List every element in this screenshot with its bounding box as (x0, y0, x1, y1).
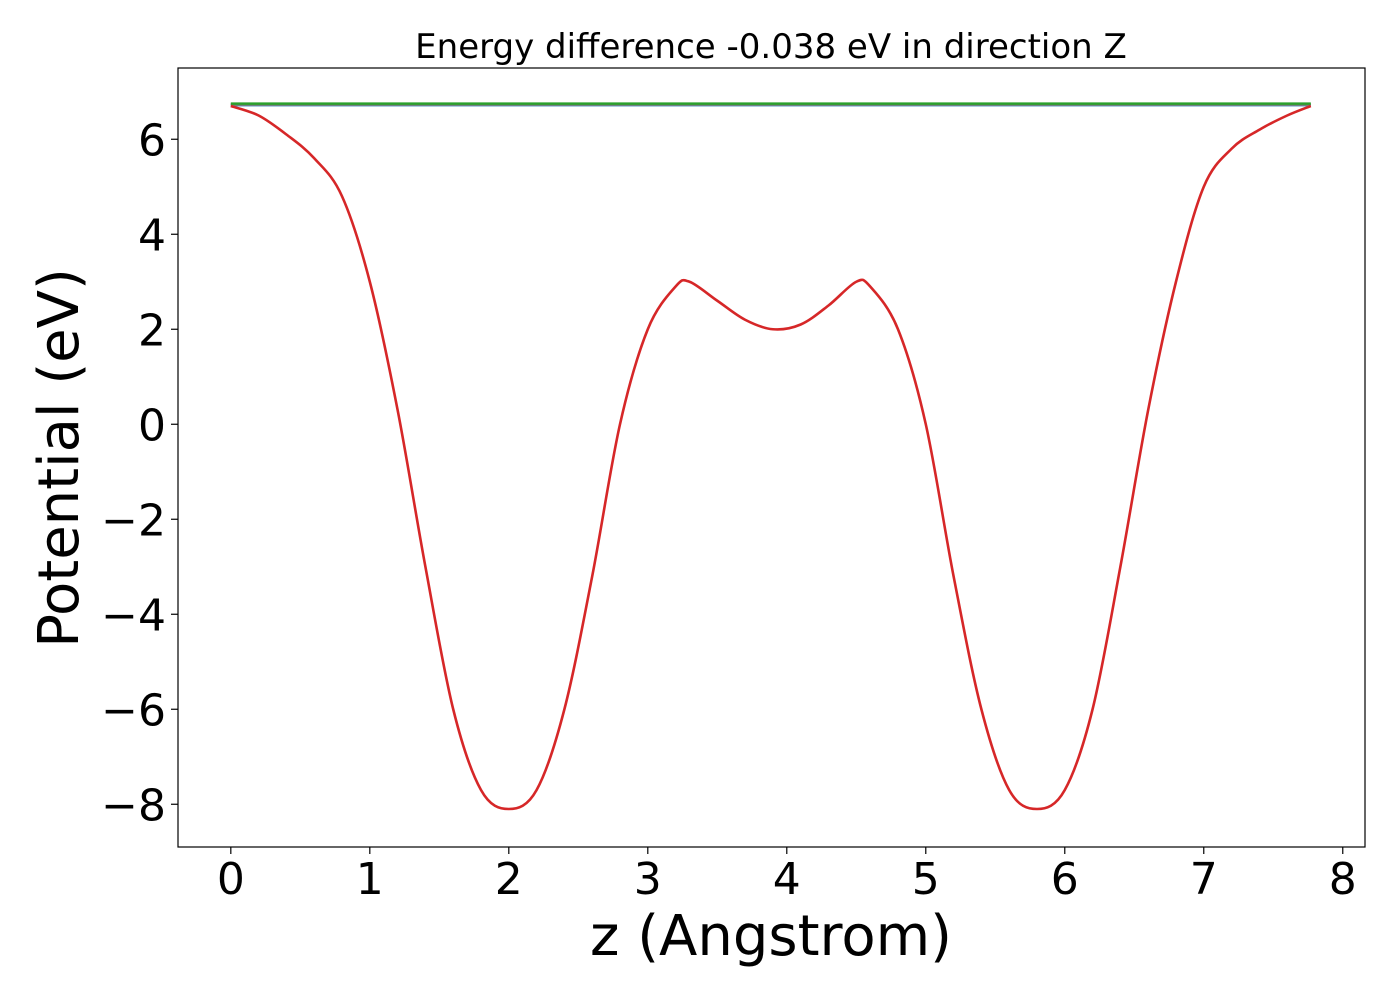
y-axis: −8 −6 −4 −2 0 2 4 6 (101, 115, 178, 831)
y-tick-label: 4 (138, 210, 166, 261)
y-tick-label: −4 (101, 590, 166, 641)
y-tick-label: −8 (101, 780, 166, 831)
y-tick-label: 2 (138, 305, 166, 356)
plot-frame (177, 67, 1366, 848)
plot-area (230, 102, 1312, 811)
y-axis-label: Potential (eV) (27, 268, 92, 648)
x-tick-label: 4 (773, 854, 801, 905)
x-axis: 0 1 2 3 4 5 6 7 8 (217, 847, 1357, 905)
x-tick-label: 2 (495, 854, 523, 905)
y-tick-label: 6 (138, 115, 166, 166)
y-tick-label: 0 (138, 400, 166, 451)
x-tick-label: 7 (1190, 854, 1218, 905)
x-axis-label: z (Angstrom) (590, 904, 952, 969)
y-tick-label: −2 (101, 495, 166, 546)
x-tick-label: 3 (634, 854, 662, 905)
x-tick-label: 5 (912, 854, 940, 905)
series-line-0 (230, 104, 1312, 811)
y-tick-label: −6 (101, 685, 166, 736)
x-tick-label: 6 (1051, 854, 1079, 905)
x-tick-label: 1 (356, 854, 384, 905)
x-tick-label: 0 (217, 854, 245, 905)
x-tick-label: 8 (1329, 854, 1357, 905)
chart-title: Energy difference -0.038 eV in direction… (415, 27, 1127, 67)
